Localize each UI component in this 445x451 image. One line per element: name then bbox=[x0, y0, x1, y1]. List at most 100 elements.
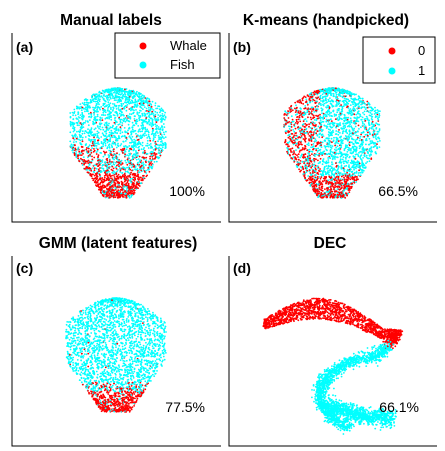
scatter-point bbox=[109, 126, 112, 128]
scatter-point bbox=[317, 125, 320, 128]
scatter-point bbox=[295, 104, 297, 107]
scatter-point bbox=[147, 167, 150, 169]
scatter-point bbox=[159, 152, 161, 155]
scatter-point bbox=[99, 151, 102, 154]
scatter-point bbox=[346, 121, 348, 124]
scatter-point bbox=[133, 180, 136, 182]
scatter-point bbox=[305, 101, 308, 103]
scatter-point bbox=[114, 116, 117, 119]
scatter-point bbox=[313, 99, 316, 102]
scatter-point bbox=[358, 106, 360, 108]
scatter-point bbox=[348, 100, 350, 103]
scatter-point bbox=[332, 100, 335, 103]
scatter-point bbox=[332, 156, 334, 158]
scatter-point bbox=[132, 111, 135, 114]
scatter-point bbox=[311, 177, 314, 180]
scatter-point bbox=[296, 100, 299, 103]
scatter-point bbox=[100, 189, 103, 192]
scatter-point bbox=[94, 95, 96, 98]
scatter-point bbox=[104, 95, 107, 98]
scatter-point bbox=[370, 158, 373, 161]
scatter-point bbox=[147, 109, 150, 111]
scatter-point bbox=[101, 96, 104, 99]
scatter-point bbox=[98, 173, 101, 176]
scatter-point bbox=[132, 92, 134, 95]
scatter-point bbox=[93, 169, 96, 172]
scatter-point bbox=[151, 123, 154, 126]
scatter-point bbox=[151, 167, 153, 170]
scatter-point bbox=[337, 178, 340, 181]
scatter-point bbox=[152, 109, 155, 111]
scatter-point bbox=[333, 151, 336, 154]
scatter-point bbox=[128, 94, 131, 97]
scatter-point bbox=[122, 192, 124, 194]
scatter-point bbox=[141, 121, 144, 123]
accuracy-annotation: 100% bbox=[169, 183, 205, 199]
scatter-point bbox=[141, 123, 144, 126]
scatter-point bbox=[309, 127, 312, 129]
scatter-point bbox=[371, 120, 374, 123]
scatter-point bbox=[134, 154, 137, 157]
scatter-point bbox=[130, 195, 133, 198]
scatter-point bbox=[155, 107, 158, 110]
scatter-point bbox=[314, 105, 317, 108]
scatter-point bbox=[143, 106, 146, 108]
scatter-point bbox=[343, 97, 346, 100]
scatter-point bbox=[302, 157, 305, 159]
scatter-point bbox=[365, 143, 367, 146]
scatter-point bbox=[84, 106, 87, 109]
scatter-point bbox=[305, 120, 308, 123]
scatter-point bbox=[359, 156, 361, 159]
scatter-point bbox=[361, 150, 363, 153]
scatter-point bbox=[341, 118, 343, 121]
scatter-point bbox=[371, 113, 373, 116]
scatter-point bbox=[81, 132, 84, 135]
scatter-point bbox=[329, 150, 332, 152]
scatter-point bbox=[143, 170, 146, 172]
scatter-point bbox=[295, 137, 297, 140]
scatter-point bbox=[343, 149, 346, 152]
scatter-point bbox=[351, 166, 353, 169]
scatter-point bbox=[104, 134, 107, 137]
scatter-point bbox=[120, 105, 123, 108]
scatter-point bbox=[350, 109, 353, 112]
scatter-point bbox=[316, 97, 318, 100]
scatter-point bbox=[131, 96, 134, 98]
scatter-point bbox=[301, 147, 304, 149]
scatter-point bbox=[116, 175, 119, 177]
scatter-point bbox=[77, 120, 80, 122]
scatter-point bbox=[296, 113, 299, 115]
scatter-point bbox=[137, 187, 140, 190]
scatter-point bbox=[123, 127, 126, 129]
scatter-point bbox=[133, 192, 136, 194]
scatter-point bbox=[149, 157, 152, 160]
scatter-point bbox=[140, 107, 143, 109]
scatter-point bbox=[311, 106, 313, 109]
scatter-point bbox=[308, 110, 310, 113]
scatter-point bbox=[109, 139, 111, 142]
scatter-point bbox=[108, 134, 111, 136]
scatter-point bbox=[139, 128, 141, 131]
scatter-point bbox=[303, 171, 306, 174]
scatter-point bbox=[303, 107, 306, 110]
scatter-point bbox=[131, 145, 134, 148]
scatter-point bbox=[138, 178, 141, 180]
scatter-point bbox=[106, 127, 109, 129]
scatter-point bbox=[348, 187, 351, 190]
scatter-point bbox=[343, 180, 346, 183]
scatter-point bbox=[321, 185, 324, 188]
scatter-point bbox=[87, 128, 89, 131]
scatter-point bbox=[83, 103, 85, 106]
scatter-point bbox=[119, 167, 122, 170]
scatter-point bbox=[300, 101, 302, 104]
scatter-point bbox=[142, 108, 144, 111]
scatter-point bbox=[306, 143, 309, 146]
scatter-point bbox=[95, 147, 98, 150]
scatter-point bbox=[135, 109, 137, 111]
scatter-point bbox=[160, 118, 163, 121]
scatter-point bbox=[89, 173, 92, 176]
scatter-point bbox=[288, 107, 291, 109]
scatter-point bbox=[131, 187, 134, 189]
scatter-point bbox=[124, 150, 126, 152]
scatter-point bbox=[141, 97, 144, 99]
